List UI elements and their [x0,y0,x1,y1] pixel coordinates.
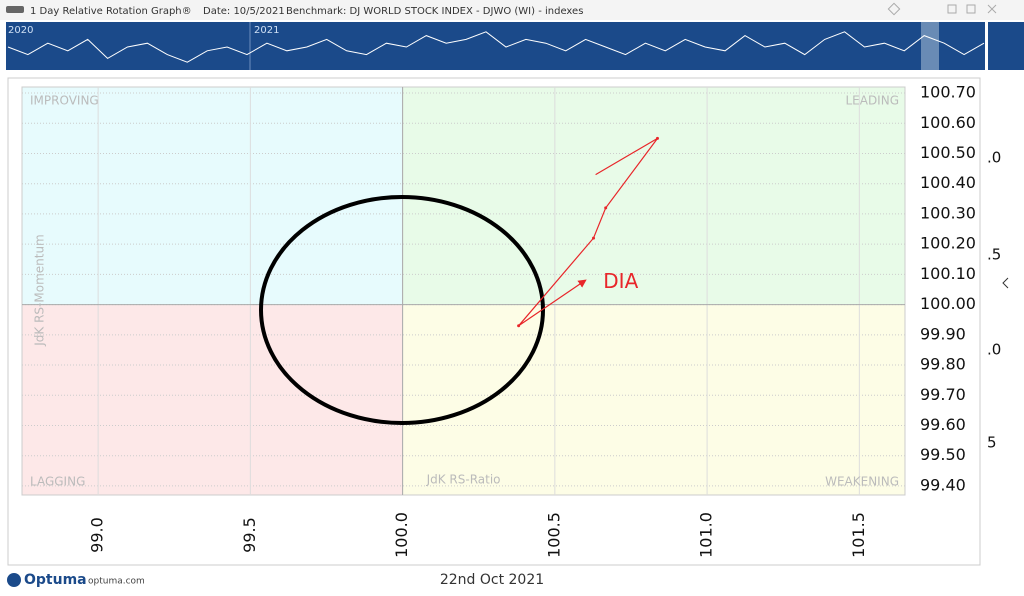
y-tick-label: 99.90 [920,324,966,343]
overview-window[interactable] [921,22,939,70]
x-tick-label: 99.0 [88,517,107,553]
quadrant [22,87,403,305]
trail-point [517,324,521,328]
year-label: 2021 [254,25,279,36]
y-tick-label: 99.60 [920,415,966,434]
side-label: .0 [987,341,1001,359]
year-label: 2020 [8,25,33,36]
y-tick-label: 100.10 [920,264,976,283]
brand-site: optuma.com [88,577,145,587]
y-tick-label: 100.20 [920,234,976,253]
series-label: DIA [603,269,638,293]
trail-point [604,206,608,210]
y-axis-label: JdK RS-Momentum [33,234,47,347]
overview-strip [6,22,985,70]
y-tick-label: 100.40 [920,173,976,192]
y-tick-label: 100.00 [920,294,976,313]
quadrant-label: IMPROVING [30,94,99,108]
x-tick-label: 101.0 [697,512,716,558]
y-tick-label: 99.70 [920,385,966,404]
trail-point [592,236,596,240]
x-axis-label: JdK RS-Ratio [426,473,501,487]
y-tick-label: 99.80 [920,355,966,374]
quadrant [22,304,403,495]
x-tick-label: 101.5 [849,512,868,558]
title-bar [0,0,1024,20]
footer [0,568,1024,596]
y-tick-label: 99.40 [920,475,966,494]
side-label: 5 [987,434,997,452]
app-icon [6,6,24,13]
quadrant-label: LAGGING [30,475,85,489]
y-tick-label: 100.60 [920,113,976,132]
side-label: .5 [987,246,1001,264]
x-tick-label: 100.0 [392,512,411,558]
overview-line [7,31,985,63]
date: Date: 10/5/2021 [203,6,285,17]
window-controls[interactable] [887,2,997,16]
quadrant-label: LEADING [845,94,899,108]
quadrant [402,87,905,305]
quadrant-label: WEAKENING [825,475,899,489]
footer-date: 22nd Oct 2021 [440,572,544,588]
brand: Optuma [24,572,87,588]
x-tick-label: 99.5 [240,517,259,553]
side-strip [988,22,1024,70]
quadrant [402,304,905,495]
benchmark: Benchmark: DJ WORLD STOCK INDEX - DJWO (… [286,6,583,17]
trail-point [655,136,659,140]
highlight-ellipse [259,195,545,425]
x-tick-label: 100.5 [544,512,563,558]
y-tick-label: 99.50 [920,445,966,464]
plot-border [21,86,906,496]
y-tick-label: 100.50 [920,143,976,162]
y-tick-label: 100.70 [920,83,976,102]
collapse-arrow[interactable] [1002,277,1009,289]
window-title: 1 Day Relative Rotation Graph® [30,6,192,17]
rotation-trail [518,137,658,327]
side-label: .0 [987,149,1001,167]
y-tick-label: 100.30 [920,203,976,222]
brand-logo [7,573,21,587]
